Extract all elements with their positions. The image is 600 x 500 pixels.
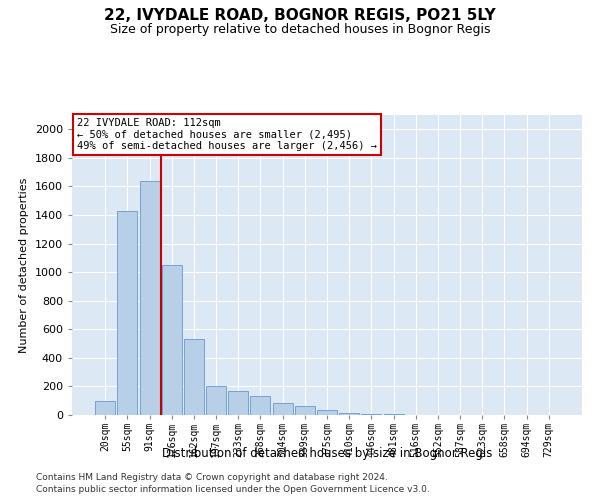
Bar [162, 265, 182, 415]
Bar [140, 180, 160, 415]
Text: 22 IVYDALE ROAD: 112sqm
← 50% of detached houses are smaller (2,495)
49% of semi: 22 IVYDALE ROAD: 112sqm ← 50% of detache… [77, 118, 377, 151]
Bar [339, 413, 359, 415]
Text: 22, IVYDALE ROAD, BOGNOR REGIS, PO21 5LY: 22, IVYDALE ROAD, BOGNOR REGIS, PO21 5LY [104, 8, 496, 22]
Bar [95, 400, 115, 415]
Bar [206, 386, 226, 415]
Text: Distribution of detached houses by size in Bognor Regis: Distribution of detached houses by size … [162, 448, 492, 460]
Text: Size of property relative to detached houses in Bognor Regis: Size of property relative to detached ho… [110, 22, 490, 36]
Bar [295, 406, 315, 415]
Text: Contains HM Land Registry data © Crown copyright and database right 2024.: Contains HM Land Registry data © Crown c… [36, 472, 388, 482]
Bar [184, 340, 204, 415]
Y-axis label: Number of detached properties: Number of detached properties [19, 178, 29, 352]
Bar [272, 403, 293, 415]
Bar [361, 414, 382, 415]
Bar [250, 396, 271, 415]
Text: Contains public sector information licensed under the Open Government Licence v3: Contains public sector information licen… [36, 485, 430, 494]
Bar [118, 210, 137, 415]
Bar [383, 414, 404, 415]
Bar [228, 390, 248, 415]
Bar [317, 410, 337, 415]
